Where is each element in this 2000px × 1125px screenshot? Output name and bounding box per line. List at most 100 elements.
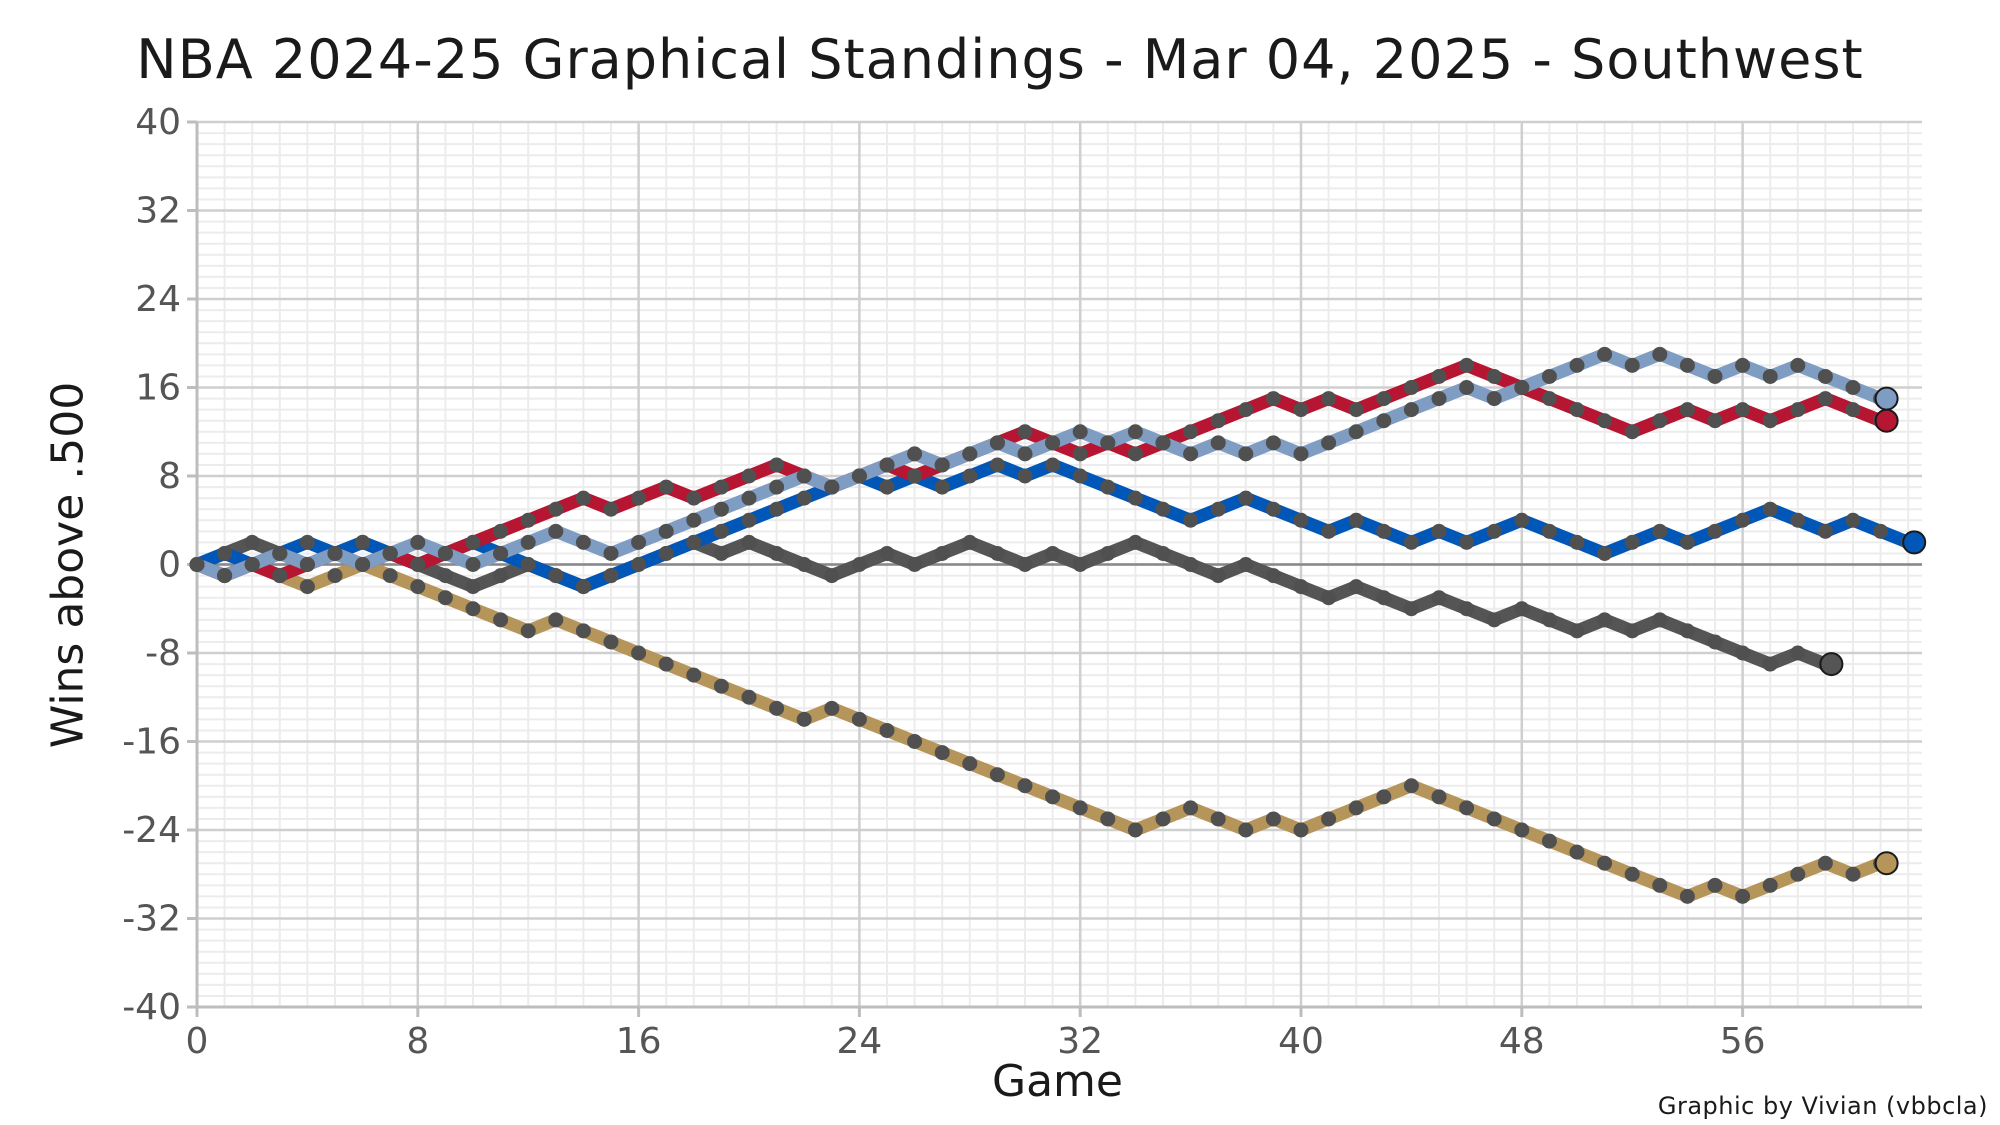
grizzlies-point xyxy=(1817,368,1833,384)
pelicans-point xyxy=(1790,866,1806,882)
grizzlies-point xyxy=(1321,435,1337,451)
pelicans-point xyxy=(1707,877,1723,893)
spurs-point xyxy=(1652,612,1668,628)
pelicans-point xyxy=(989,767,1005,783)
spurs-point xyxy=(1238,557,1254,572)
rockets-point xyxy=(769,457,785,473)
y-tick-label: 32 xyxy=(135,191,181,232)
mavericks-point xyxy=(1238,490,1254,506)
spurs-logo-badge xyxy=(1819,652,1844,677)
pelicans-point xyxy=(1210,811,1226,827)
spurs-point xyxy=(824,568,840,584)
pelicans-point xyxy=(327,568,343,584)
pelicans-point xyxy=(796,711,812,727)
grizzlies-point xyxy=(658,523,674,539)
grizzlies-point xyxy=(851,468,867,484)
pelicans-point xyxy=(410,579,426,595)
y-tick-label: -16 xyxy=(122,722,181,763)
mavericks-point xyxy=(686,534,702,550)
spurs-point xyxy=(1707,634,1723,650)
grizzlies-point xyxy=(1624,357,1640,373)
rockets-point xyxy=(1624,424,1640,440)
grizzlies-point xyxy=(1183,446,1199,462)
grizzlies-point xyxy=(603,545,619,561)
rockets-point xyxy=(1238,402,1254,418)
pelicans-point xyxy=(1072,800,1088,816)
mavericks-point xyxy=(989,457,1005,473)
mavericks-point xyxy=(934,479,950,495)
mavericks-point xyxy=(1376,523,1392,539)
mavericks-point xyxy=(658,545,674,561)
rockets-point xyxy=(1376,391,1392,407)
grizzlies-point xyxy=(1403,402,1419,418)
x-tick-label: 24 xyxy=(836,1021,882,1062)
mavericks-point xyxy=(1072,468,1088,484)
grizzlies-point xyxy=(1238,446,1254,462)
mavericks-point xyxy=(1486,523,1502,539)
grizzlies-point xyxy=(1790,357,1806,373)
spurs-point xyxy=(713,545,729,561)
rockets-point xyxy=(1541,391,1557,407)
pelicans-point xyxy=(741,689,757,705)
spurs-point xyxy=(1403,601,1419,617)
pelicans-point xyxy=(1100,811,1116,827)
mavericks-point xyxy=(1265,501,1281,517)
grizzlies-point xyxy=(1072,424,1088,440)
grizzlies-point xyxy=(1514,380,1530,395)
spurs-point xyxy=(1376,590,1392,606)
spurs-point xyxy=(1072,557,1088,572)
pelicans-point xyxy=(1817,855,1833,871)
pelicans-point xyxy=(1459,800,1475,816)
rockets-point xyxy=(658,479,674,495)
spurs-point xyxy=(1762,656,1778,672)
grizzlies-point xyxy=(1100,435,1116,451)
mavericks-point xyxy=(355,534,371,550)
credit-caption: Graphic by Vivian (vbbcla) xyxy=(1657,1092,1988,1120)
grizzlies-point xyxy=(1707,368,1723,384)
rockets-point xyxy=(1293,402,1309,418)
grizzlies-point xyxy=(1597,346,1613,362)
rockets-point xyxy=(1597,413,1613,429)
grizzlies-point xyxy=(1459,380,1475,395)
rockets-point xyxy=(1017,424,1033,440)
rockets-point xyxy=(1652,413,1668,429)
spurs-point xyxy=(1210,568,1226,584)
spurs-point xyxy=(1348,579,1364,595)
mavericks-point xyxy=(575,579,591,595)
mavericks-point xyxy=(879,479,895,495)
grizzlies-point xyxy=(1265,435,1281,451)
rockets-point xyxy=(520,512,536,528)
rockets-point xyxy=(1072,446,1088,462)
grizzlies-point xyxy=(1348,424,1364,440)
pelicans-point xyxy=(520,623,536,639)
x-tick-label: 0 xyxy=(186,1021,209,1062)
spurs-point xyxy=(1127,534,1143,550)
mavericks-point xyxy=(1155,501,1171,517)
mavericks-point xyxy=(1403,534,1419,550)
spurs-point xyxy=(1514,601,1530,617)
rockets-point xyxy=(1403,380,1419,395)
mavericks-point xyxy=(796,490,812,506)
rockets-point xyxy=(575,490,591,506)
spurs-point xyxy=(851,557,867,572)
grizzlies-logo-badge xyxy=(1874,386,1899,411)
mavericks-point xyxy=(1017,468,1033,484)
pelicans-point xyxy=(575,623,591,639)
pelicans-point xyxy=(1017,778,1033,794)
grizzlies-point xyxy=(189,557,205,572)
pelicans-point xyxy=(1762,877,1778,893)
grizzlies-point xyxy=(575,534,591,550)
grizzlies-point xyxy=(382,545,398,561)
mavericks-point xyxy=(962,468,978,484)
mavericks-point xyxy=(548,568,564,584)
grizzlies-point xyxy=(934,457,950,473)
spurs-logo xyxy=(1819,652,1844,677)
pelicans-point xyxy=(962,756,978,772)
mavericks-point xyxy=(1100,479,1116,495)
spurs-point xyxy=(769,545,785,561)
mavericks-logo-badge xyxy=(1902,530,1927,555)
pelicans-point xyxy=(1293,822,1309,838)
spurs-point xyxy=(1597,612,1613,628)
mavericks-point xyxy=(1790,512,1806,528)
grizzlies-point xyxy=(713,501,729,517)
